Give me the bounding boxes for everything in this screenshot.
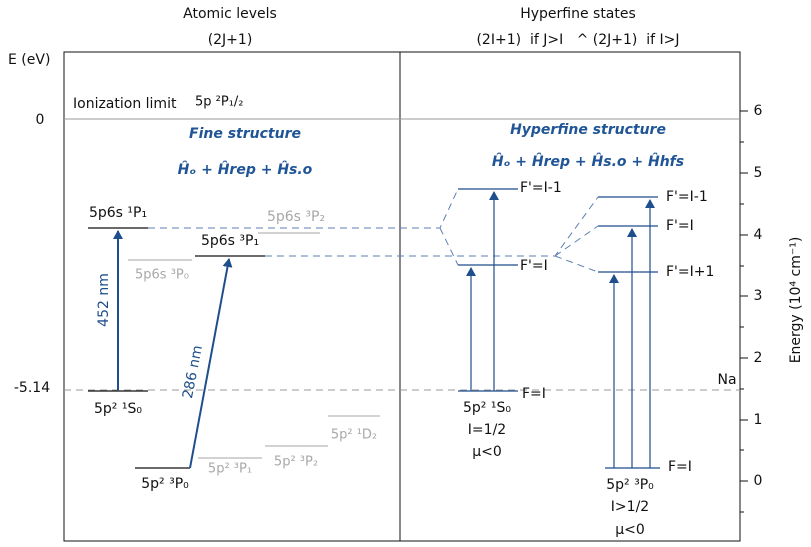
ionization-state: 5p ²P₁/₂ xyxy=(195,95,244,110)
right-tick-label: 0 xyxy=(754,473,763,489)
transition-label: 452 nm xyxy=(96,273,112,327)
right-title: Hyperfine states xyxy=(520,6,636,22)
hf-label: F=I xyxy=(668,459,692,475)
na-marker: Na xyxy=(717,372,736,388)
level-label: 5p6s ³P₁ xyxy=(201,233,259,249)
right-tick-label: 4 xyxy=(754,227,763,243)
hf-spin: I=1/2 xyxy=(468,422,506,438)
hf-label: F'=I+1 xyxy=(666,264,714,280)
level-label: 5p² ¹D₂ xyxy=(331,428,377,443)
hf-spin: I>1/2 xyxy=(611,499,649,515)
right-tick-label: 6 xyxy=(754,103,763,119)
hf-label: F'=I-1 xyxy=(520,180,562,196)
right-tick-label: 1 xyxy=(754,412,763,428)
level-label: 5p² ¹S₀ xyxy=(94,401,142,417)
right-tick-label: 2 xyxy=(754,350,763,366)
left-tick-label: -5.14 xyxy=(14,380,50,396)
right-axis-label: Energy (10⁴ cm⁻¹) xyxy=(788,237,804,364)
transition-arrow xyxy=(189,258,233,469)
hyperfine-title: Hyperfine structure xyxy=(510,122,666,138)
fine-hamiltonian: Ĥₒ + Ĥrep + Ĥs.o xyxy=(178,161,313,178)
transition-label: 286 nm xyxy=(180,344,206,400)
level-label: 5p6s ³P₀ xyxy=(135,268,189,283)
hf-state: 5p² ¹S₀ xyxy=(463,400,511,416)
hf-moment: μ<0 xyxy=(472,444,502,460)
connector xyxy=(265,196,599,273)
fine-structure-title: Fine structure xyxy=(189,126,301,142)
level-label: 5p² ³P₁ xyxy=(208,462,252,477)
level-label: 5p² ³P₀ xyxy=(141,476,189,492)
right-subtitle: (2I+1) if J>I ^ (2J+1) if I>J xyxy=(476,32,679,48)
hf-state: 5p² ³P₀ xyxy=(606,477,654,493)
hf-label: F'=I xyxy=(666,218,694,234)
left-subtitle: (2J+1) xyxy=(208,32,253,48)
hf-label: F'=I xyxy=(520,258,548,274)
left-title: Atomic levels xyxy=(183,6,277,22)
right-tick-label: 3 xyxy=(754,288,763,304)
level-label: 5p6s ³P₂ xyxy=(267,209,325,225)
hf-label: F'=I-1 xyxy=(666,189,708,205)
hf-label: F=I xyxy=(522,386,546,402)
ionization-label: Ionization limit xyxy=(73,96,177,112)
connector xyxy=(148,188,459,266)
right-axis: 6 5 4 3 2 1 0 Energy (10⁴ cm⁻¹) Na xyxy=(717,103,804,513)
level-label: 5p6s ¹P₁ xyxy=(89,205,147,221)
level-label: 5p² ³P₂ xyxy=(274,455,318,470)
right-tick-label: 5 xyxy=(754,165,763,181)
hyperfine-hamiltonian: Ĥₒ + Ĥrep + Ĥs.o + Ĥhfs xyxy=(492,153,684,170)
left-tick-label: 0 xyxy=(36,112,45,128)
hf-moment: μ<0 xyxy=(615,522,645,538)
left-axis-label: E (eV) xyxy=(8,52,50,68)
